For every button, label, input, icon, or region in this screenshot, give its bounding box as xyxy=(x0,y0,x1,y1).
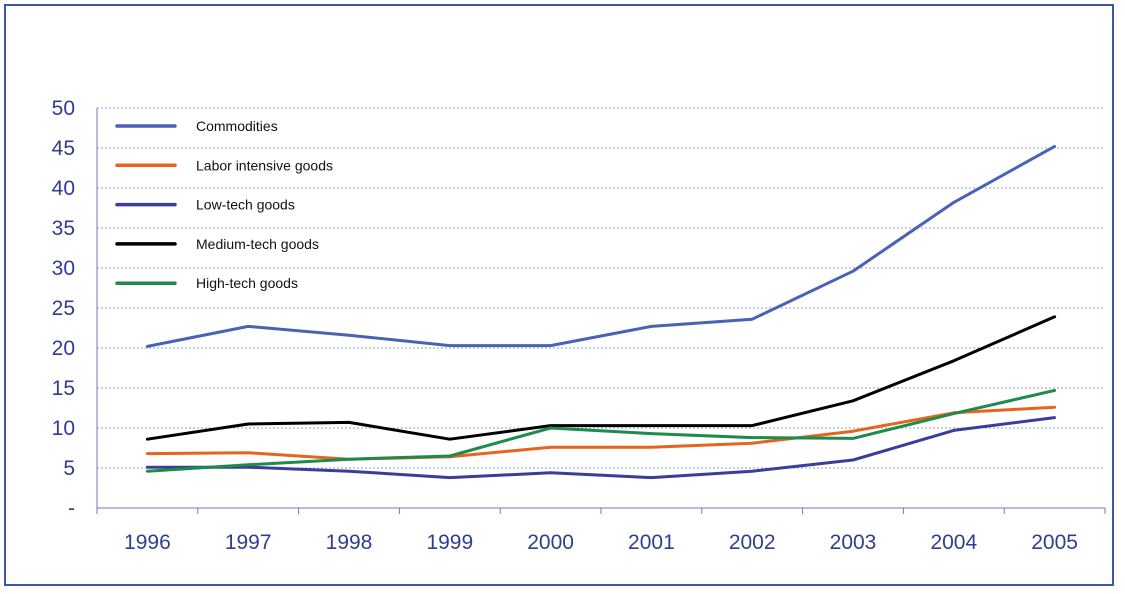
legend-label: Low-tech goods xyxy=(196,197,295,213)
x-tick-label: 2005 xyxy=(1031,531,1078,554)
legend-label: High-tech goods xyxy=(196,275,298,291)
x-tick-label: 1998 xyxy=(326,531,373,554)
legend: Commodities Labor intensive goods Low-tech… xyxy=(115,118,333,291)
legend-label: Commodities xyxy=(196,118,278,134)
y-tick-label: 40 xyxy=(52,177,75,200)
y-tick-label: 30 xyxy=(52,257,75,280)
legend-label: Labor intensive goods xyxy=(196,157,333,173)
y-tick-label: 15 xyxy=(52,377,75,400)
legend-item: Labor intensive goods xyxy=(115,157,333,173)
series-line-medium-tech-goods xyxy=(145,315,1057,441)
series-line-high-tech-goods xyxy=(145,388,1057,473)
y-tick-label: 10 xyxy=(52,417,75,440)
legend-item: Low-tech goods xyxy=(115,197,295,213)
y-tick-label: 20 xyxy=(52,337,75,360)
legend-label: Medium-tech goods xyxy=(196,236,319,252)
y-tick-label: 45 xyxy=(52,137,75,160)
y-tick-label: 5 xyxy=(63,457,75,480)
x-tick-label: 2000 xyxy=(527,531,574,554)
series-lines xyxy=(145,144,1057,480)
chart-frame xyxy=(4,4,1114,586)
x-tick-label: 2003 xyxy=(830,531,877,554)
x-tick-label: 1997 xyxy=(225,531,272,554)
y-tick-label: 25 xyxy=(52,297,75,320)
x-tick-label: 1999 xyxy=(426,531,473,554)
y-tick-label: - xyxy=(68,497,75,520)
x-tick-label: 1996 xyxy=(124,531,171,554)
legend-item: Commodities xyxy=(115,118,278,134)
legend-item: High-tech goods xyxy=(115,275,298,291)
series-line-labor-intensive-goods xyxy=(145,405,1057,461)
series-line-commodities xyxy=(145,144,1057,348)
x-tick-label: 2004 xyxy=(930,531,977,554)
legend-item: Medium-tech goods xyxy=(115,236,319,252)
y-tick-label: 35 xyxy=(52,217,75,240)
axes: - 5 10 15 20 25 30 35 40 45 50 1996 1997 1998 1999 2000… xyxy=(52,97,1106,554)
x-tick-label: 2001 xyxy=(628,531,675,554)
series-line-low-tech-goods xyxy=(145,416,1057,480)
y-tick-label: 50 xyxy=(52,97,75,120)
x-tick-label: 2002 xyxy=(729,531,776,554)
